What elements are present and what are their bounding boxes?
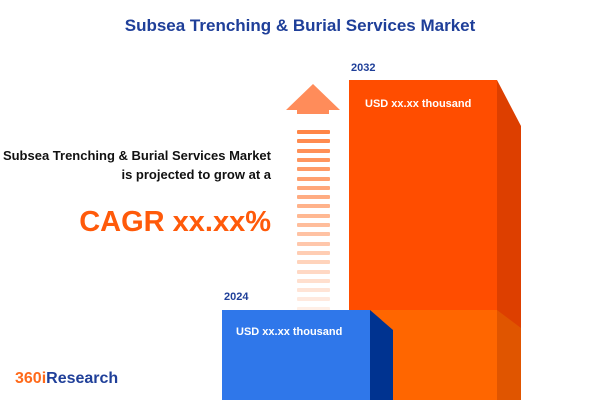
arrow-stripe	[297, 306, 330, 311]
arrow-stripe	[297, 195, 330, 200]
arrow-stripe	[297, 288, 330, 293]
arrow-stripe	[297, 139, 330, 144]
bar-2024-value: USD xx.xx thousand	[236, 326, 343, 338]
arrow-up-icon	[286, 84, 340, 114]
arrow-stripe	[297, 204, 330, 209]
arrow-stripe	[297, 148, 330, 153]
bar-2032-side	[497, 80, 521, 400]
arrow-stripe	[297, 176, 330, 181]
bar-2024-side	[370, 310, 393, 400]
logo: 360iResearch	[15, 370, 118, 388]
arrow-stripe	[297, 278, 330, 283]
arrow-stripe	[297, 297, 330, 302]
arrow-stripe	[297, 185, 330, 190]
bar-2024	[222, 310, 370, 400]
arrow-stripe	[297, 167, 330, 172]
arrow-stripe	[297, 232, 330, 237]
arrow-stripe	[297, 241, 330, 246]
arrow-stripe	[297, 157, 330, 162]
arrow-stripe	[297, 260, 330, 265]
arrow-stripe	[297, 213, 330, 218]
arrow-stripe	[297, 130, 330, 134]
year-label-2032: 2032	[351, 62, 376, 74]
arrow-stripe	[297, 269, 330, 274]
logo-number: 360i	[15, 370, 47, 387]
arrow-stripe	[297, 250, 330, 255]
description-text: The Subsea Trenching & Burial Services M…	[0, 148, 271, 182]
logo-word: Research	[46, 370, 119, 387]
bar-2032-value: USD xx.xx thousand	[365, 98, 472, 110]
year-label-2024: 2024	[224, 291, 249, 303]
page-title: Subsea Trenching & Burial Services Marke…	[124, 16, 476, 35]
arrow-stripe	[297, 223, 330, 227]
cagr-value: CAGR xx.xx%	[79, 206, 271, 238]
